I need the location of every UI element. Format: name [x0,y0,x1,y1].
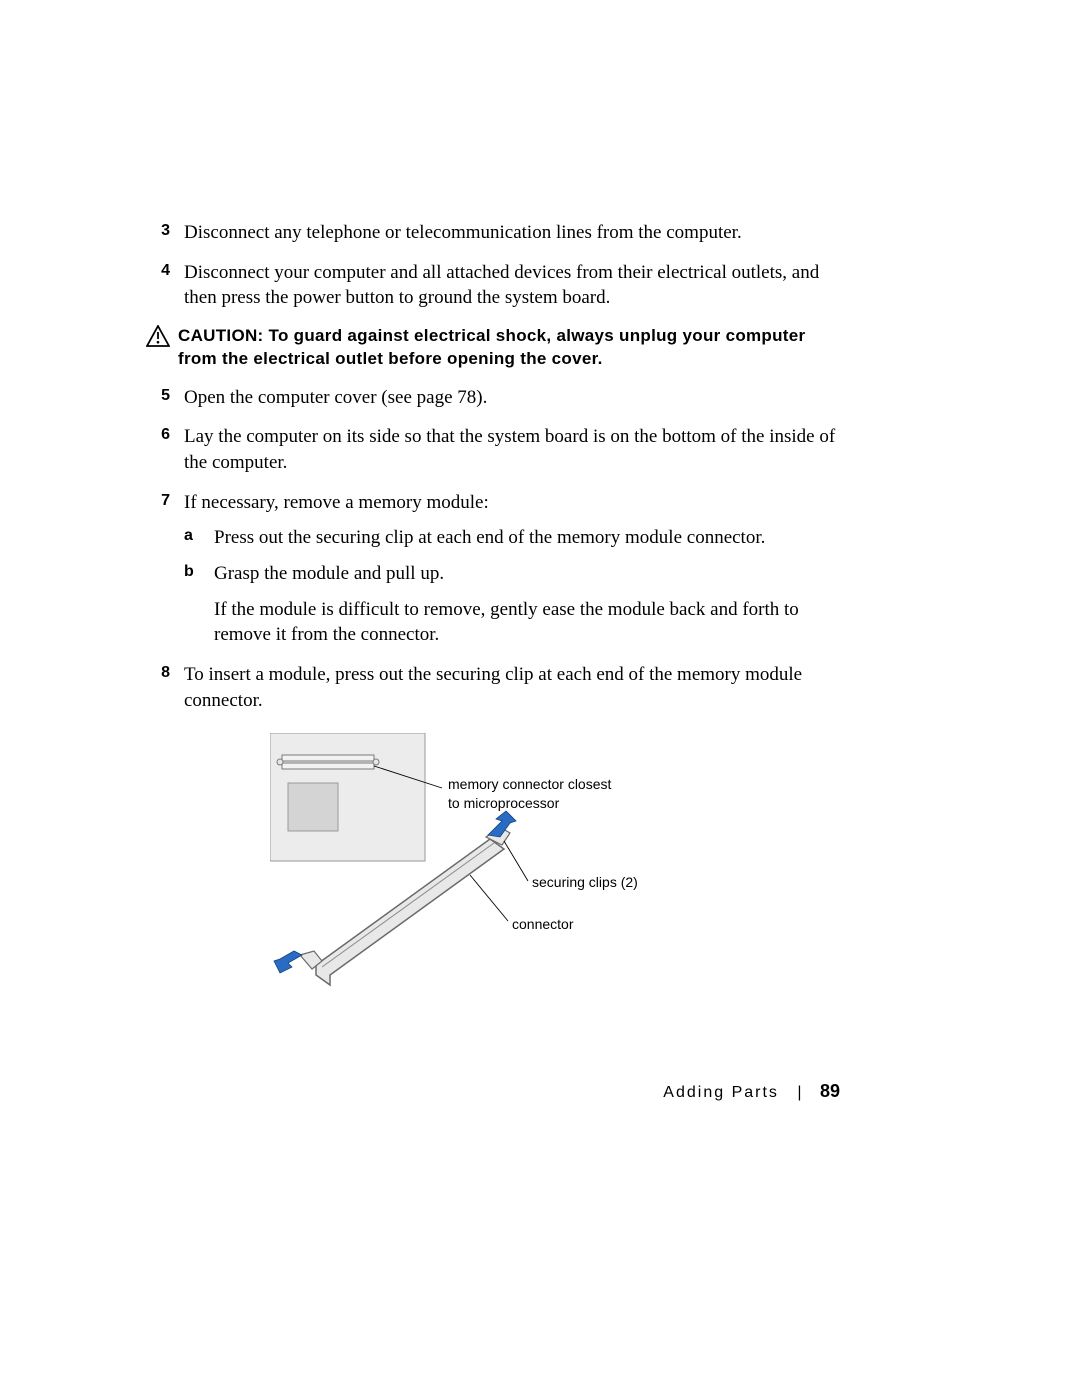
label-securing-clips: securing clips (2) [532,873,638,892]
substep-mark: b [184,561,214,648]
step-number: 8 [140,662,184,713]
page: 3 Disconnect any telephone or telecommun… [0,0,1080,1397]
footer-page-number: 89 [820,1081,840,1101]
substep-text: Grasp the module and pull up. [214,563,444,584]
label-memory-connector: memory connector closest to microprocess… [448,775,611,813]
step-number: 5 [140,385,184,411]
step-text: Open the computer cover (see page 78). [184,385,840,411]
substep-note: If the module is difficult to remove, ge… [214,597,840,648]
caution: CAUTION: To guard against electrical sho… [140,325,840,371]
step-4: 4 Disconnect your computer and all attac… [140,260,840,311]
step-7: 7 If necessary, remove a memory module: … [140,490,840,648]
caution-text: CAUTION: To guard against electrical sho… [178,325,840,371]
substep-a: a Press out the securing clip at each en… [184,525,840,551]
substep-body: Grasp the module and pull up. If the mod… [214,561,840,648]
step-number: 6 [140,424,184,475]
step-text: Lay the computer on its side so that the… [184,424,840,475]
step-text: If necessary, remove a memory module: [184,492,489,513]
step-number: 3 [140,220,184,246]
footer-separator: | [797,1084,801,1101]
step-text: Disconnect any telephone or telecommunic… [184,220,840,246]
page-footer: Adding Parts | 89 [663,1081,840,1102]
step-body: If necessary, remove a memory module: a … [184,490,840,648]
memory-connector-figure: memory connector closest to microprocess… [270,733,770,1013]
caution-icon [140,325,178,371]
substep-mark: a [184,525,214,551]
step-3: 3 Disconnect any telephone or telecommun… [140,220,840,246]
footer-section: Adding Parts [663,1084,779,1101]
substep-text: Press out the securing clip at each end … [214,525,840,551]
label-connector: connector [512,915,573,934]
step-text: To insert a module, press out the securi… [184,662,840,713]
substep-b: b Grasp the module and pull up. If the m… [184,561,840,648]
step-text: Disconnect your computer and all attache… [184,260,840,311]
step-6: 6 Lay the computer on its side so that t… [140,424,840,475]
step-number: 4 [140,260,184,311]
step-5: 5 Open the computer cover (see page 78). [140,385,840,411]
step-8: 8 To insert a module, press out the secu… [140,662,840,713]
step-number: 7 [140,490,184,648]
